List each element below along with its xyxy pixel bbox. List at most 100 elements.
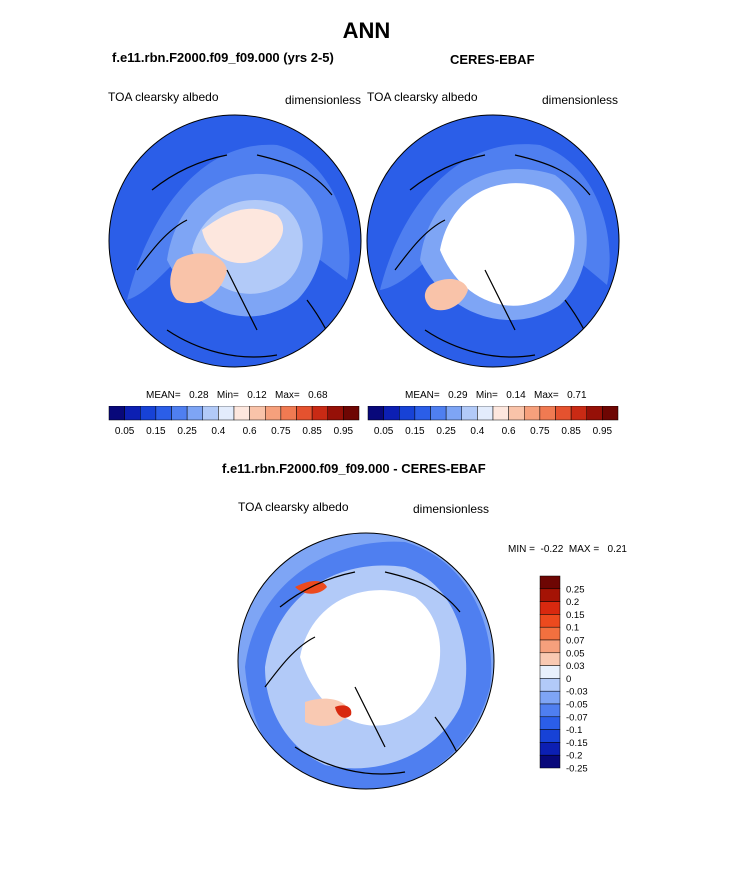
panel1-land-outline — [136, 154, 338, 358]
diff-colorbar-swatch — [539, 626, 561, 641]
diff-colorbar-swatch — [539, 754, 561, 769]
panel2-colorbar-swatch — [399, 406, 416, 421]
diff-colorbar-tick-label: -0.15 — [566, 738, 588, 749]
panel2-polar-white — [440, 183, 575, 306]
diff-colorbar-tick-label: 0 — [566, 674, 571, 685]
panel1-colorbar-swatch — [140, 406, 157, 421]
diff-colorbar-swatch — [539, 614, 561, 628]
diff-colorbar-tick-label: -0.2 — [566, 751, 582, 762]
panel1-title: f.e11.rbn.F2000.f09_f09.000 (yrs 2-5) — [112, 50, 334, 65]
panel1-colorbar-swatch — [233, 406, 250, 421]
panel2-colorbar-swatch — [586, 406, 603, 421]
panel1-colorbar-tick-label: 0.4 — [211, 426, 225, 437]
panel1-colorbar-swatch — [280, 406, 297, 421]
diff-colorbar: 0.250.20.150.10.070.050.030-0.03-0.05-0.… — [539, 575, 588, 775]
diff-land-outline — [264, 571, 466, 775]
diff-colorbar-tick-label: 0.1 — [566, 623, 579, 634]
panel2-mean-label: MEAN= — [405, 390, 440, 401]
diff-min-label: MIN = — [508, 544, 535, 555]
panel2-colorbar-swatch — [539, 406, 556, 421]
panel2-colorbar-tick-label: 0.15 — [405, 426, 425, 437]
diff-map — [237, 532, 495, 790]
panel2-colorbar-tick-label: 0.75 — [530, 426, 550, 437]
diff-colorbar-swatch — [539, 729, 561, 743]
panel1-colorbar-tick-label: 0.05 — [115, 426, 135, 437]
panel1-mean-value: 0.28 — [189, 390, 209, 401]
panel1-colorbar-swatch — [249, 406, 266, 421]
panel2-colorbar-swatch — [492, 406, 509, 421]
panel2-colorbar-tick-label: 0.95 — [593, 426, 613, 437]
diff-colorbar-swatch — [539, 639, 561, 654]
panel2-colorbar-swatch — [477, 406, 494, 421]
panel1-map-border — [108, 114, 362, 368]
panel1-colorbar-swatch — [343, 406, 360, 421]
panel1-colorbar-tick-label: 0.15 — [146, 426, 166, 437]
panel1-colorbar-swatch — [202, 406, 219, 421]
diff-colorbar-tick-label: -0.05 — [566, 700, 588, 711]
diff-colorbar-tick-label: 0.05 — [566, 648, 585, 659]
panel2-greenland — [424, 278, 468, 311]
panel2-colorbar-swatch — [430, 406, 447, 421]
panel1-map — [108, 114, 362, 368]
diff-colorbar-tick-label: 0.03 — [566, 661, 585, 672]
diff-title: f.e11.rbn.F2000.f09_f09.000 - CERES-EBAF — [222, 461, 486, 476]
panel1-colorbar-tick-label: 0.85 — [302, 426, 322, 437]
diff-colorbar-swatch — [539, 690, 561, 705]
panel1-colorbar-swatch — [171, 406, 188, 421]
diff-max-value: 0.21 — [607, 544, 627, 555]
panel2-colorbar-swatch — [555, 406, 572, 421]
diff-colorbar-tick-label: -0.07 — [566, 712, 588, 723]
diff-colorbar-tick-label: 0.25 — [566, 584, 585, 595]
panel1-colorbar-swatch — [108, 406, 125, 421]
figure-title: ANN — [342, 18, 391, 43]
panel1-greenland — [170, 253, 227, 304]
diff-colorbar-tick-label: 0.07 — [566, 636, 585, 647]
panel1-colorbar-swatch — [186, 406, 203, 421]
panel2-map — [366, 114, 620, 368]
diff-colorbar-swatch — [539, 575, 561, 590]
panel2-colorbar-tick-label: 0.6 — [502, 426, 516, 437]
panel2-colorbar-swatch — [414, 406, 431, 421]
panel2-colorbar-tick-label: 0.85 — [561, 426, 581, 437]
panel2-colorbar-swatch — [461, 406, 478, 421]
diff-stats: MIN = -0.22 MAX = 0.21 — [508, 544, 627, 555]
diff-map-border — [237, 532, 495, 790]
panel2-stats: MEAN= 0.29 Min= 0.14 Max= 0.71 — [405, 390, 587, 401]
panel1-colorbar-tick-label: 0.75 — [271, 426, 291, 437]
panel2-mean-value: 0.29 — [448, 390, 468, 401]
diff-right-label: dimensionless — [413, 502, 490, 516]
diff-colorbar-tick-label: -0.03 — [566, 687, 588, 698]
panel1-min-label: Min= — [216, 390, 239, 401]
panel1-colorbar-swatch — [124, 406, 141, 421]
panel2-colorbar-tick-label: 0.25 — [436, 426, 456, 437]
panel1-mean-label: MEAN= — [146, 390, 181, 401]
panel2-colorbar-tick-label: 0.05 — [374, 426, 394, 437]
diff-min-value: -0.22 — [540, 544, 564, 555]
panel2-colorbar: 0.05 0.15 0.25 0.4 0.6 0.75 0.85 0.95 — [367, 406, 619, 437]
panel1-colorbar-tick-label: 0.95 — [334, 426, 354, 437]
panel2-colorbar-swatch — [367, 406, 384, 421]
panel1-right-label: dimensionless — [285, 93, 362, 107]
diff-colorbar-swatch — [539, 703, 561, 718]
diff-colorbar-tick-label: 0.15 — [566, 610, 585, 621]
diff-colorbar-swatch — [539, 601, 561, 615]
panel1-colorbar-swatch — [155, 406, 172, 421]
panel2-max-label: Max= — [534, 390, 559, 401]
panel1-colorbar-swatch — [265, 406, 282, 421]
panel1-stats: MEAN= 0.28 Min= 0.12 Max= 0.68 — [146, 390, 328, 401]
diff-colorbar-swatch — [539, 665, 561, 679]
panel2-colorbar-tick-label: 0.4 — [470, 426, 484, 437]
diff-colorbar-swatch — [539, 716, 561, 730]
panel1-colorbar-tick-label: 0.25 — [177, 426, 197, 437]
panel2-min-label: Min= — [475, 390, 498, 401]
diff-colorbar-swatch — [539, 652, 561, 666]
panel2-left-label: TOA clearsky albedo — [367, 90, 478, 104]
diff-positive-patch-2 — [305, 698, 350, 726]
diff-colorbar-swatch — [539, 588, 561, 602]
panel2-max-value: 0.71 — [567, 390, 587, 401]
panel2-colorbar-swatch — [524, 406, 541, 421]
panel1-max-label: Max= — [275, 390, 300, 401]
panel2-title: CERES-EBAF — [450, 52, 535, 67]
diff-colorbar-swatch — [539, 742, 561, 756]
panel1-colorbar-swatch — [296, 406, 313, 421]
